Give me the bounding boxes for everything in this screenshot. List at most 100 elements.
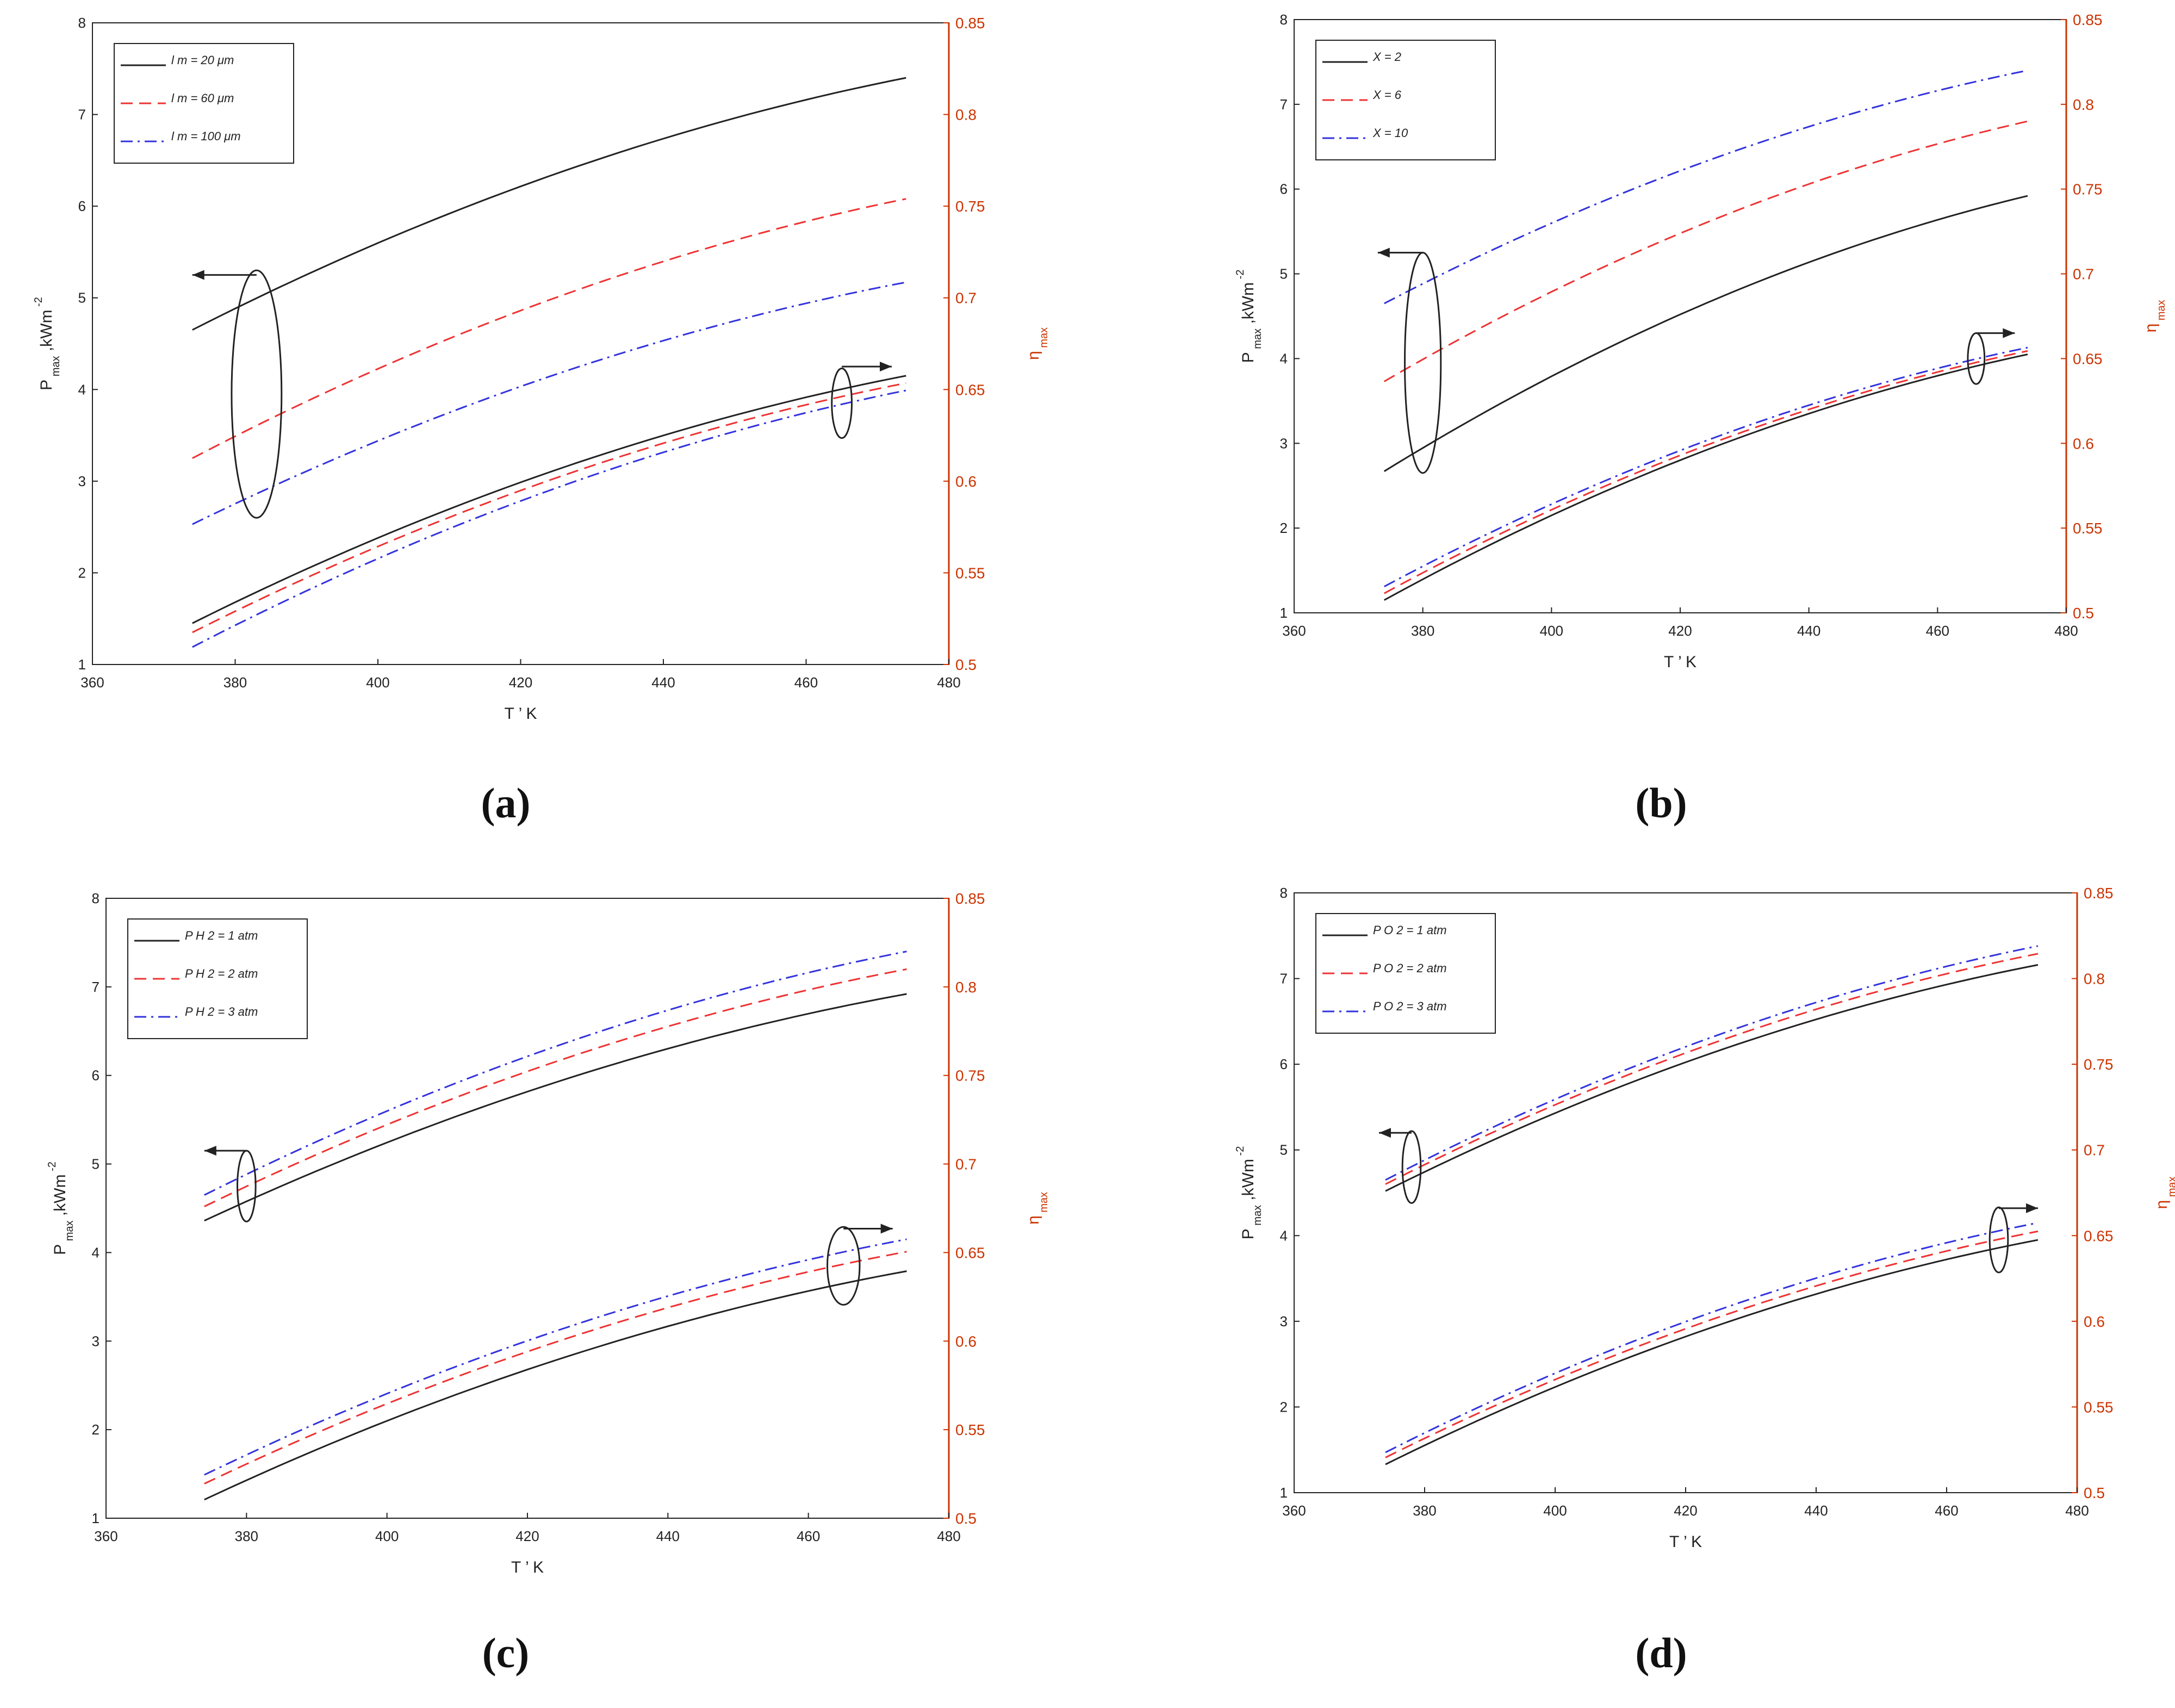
panel-caption: (b)	[1635, 779, 1687, 827]
series-line-left-solid	[1383, 195, 2028, 472]
y-right-tick-label: 0.75	[955, 198, 985, 215]
y-right-tick-label: 0.7	[955, 1156, 977, 1173]
arrow-head-icon	[880, 1223, 893, 1234]
y-right-tick-label: 0.85	[2084, 885, 2114, 902]
y-left-tick-label: 5	[1280, 1142, 1288, 1158]
legend-entry: X = 6	[1372, 88, 1402, 102]
y-left-tick-label: 6	[78, 198, 86, 214]
y-right-tick-label: 0.55	[955, 564, 985, 581]
series-line-right-solid	[192, 375, 906, 624]
y-left-tick-label: 4	[78, 381, 86, 398]
y-left-tick-label: 4	[92, 1244, 100, 1260]
x-tick-label: 420	[1668, 623, 1692, 639]
legend-entry: P H 2 = 2 atm	[185, 967, 258, 980]
x-tick-label: 380	[1411, 623, 1434, 639]
y-right-axis-label: η max	[1024, 327, 1050, 360]
x-tick-label: 360	[1282, 623, 1306, 639]
y-right-tick-label: 0.5	[955, 1510, 977, 1527]
legend-entry: P H 2 = 1 atm	[185, 929, 258, 942]
series-line-left-dashdot	[1384, 70, 2028, 305]
arrow-head-icon	[1379, 1128, 1391, 1138]
y-left-tick-label: 3	[92, 1333, 100, 1349]
y-left-tick-label: 5	[92, 1156, 100, 1172]
legend-entry: X = 10	[1372, 126, 1408, 140]
y-right-tick-label: 0.55	[2084, 1399, 2114, 1415]
x-axis-label: T ’ K	[511, 1558, 544, 1576]
x-axis-label: T ’ K	[1664, 653, 1696, 671]
x-tick-label: 380	[235, 1528, 258, 1544]
y-left-tick-label: 4	[1280, 350, 1288, 367]
x-tick-label: 360	[94, 1528, 117, 1544]
y-right-axis-label: η max	[2153, 1176, 2175, 1209]
y-right-tick-label: 0.65	[955, 381, 985, 398]
series-line-right-dashdot	[204, 1238, 907, 1476]
y-right-tick-label: 0.85	[2073, 11, 2103, 28]
y-left-tick-label: 7	[1280, 971, 1288, 987]
y-left-tick-label: 8	[1280, 885, 1288, 901]
y-right-tick-label: 0.65	[2084, 1227, 2114, 1244]
y-right-tick-label: 0.5	[2073, 605, 2094, 622]
y-left-tick-label: 6	[1280, 181, 1288, 197]
y-left-tick-label: 2	[78, 564, 86, 581]
y-left-tick-label: 6	[1280, 1056, 1288, 1072]
y-right-tick-label: 0.5	[2084, 1485, 2105, 1501]
series-line-right-dashed	[1383, 350, 2028, 594]
y-right-tick-label: 0.85	[955, 15, 985, 32]
x-tick-label: 440	[656, 1528, 680, 1544]
y-right-tick-label: 0.75	[955, 1067, 985, 1084]
y-left-tick-label: 8	[78, 15, 86, 31]
x-tick-label: 440	[651, 674, 675, 691]
arrow-head-icon	[192, 270, 204, 280]
legend-entry: l m = 20 μm	[171, 53, 234, 67]
y-right-tick-label: 0.85	[955, 890, 985, 907]
y-right-tick-label: 0.6	[2073, 435, 2094, 452]
series-line-left-dashed	[192, 198, 906, 459]
legend-entry: l m = 60 μm	[171, 91, 234, 105]
x-tick-label: 460	[797, 1528, 820, 1544]
y-right-tick-label: 0.8	[2073, 96, 2094, 113]
y-left-tick-label: 5	[78, 290, 86, 306]
annotation-ellipse	[231, 269, 283, 519]
x-tick-label: 480	[937, 1528, 960, 1544]
y-right-tick-label: 0.65	[955, 1244, 985, 1261]
y-right-tick-label: 0.7	[955, 290, 977, 307]
y-left-tick-label: 5	[1280, 266, 1288, 282]
series-line-left-dashdot	[192, 281, 906, 525]
y-right-tick-label: 0.55	[2073, 520, 2103, 537]
series-line-left-dashed	[204, 968, 907, 1208]
y-left-tick-label: 7	[92, 979, 100, 995]
x-tick-label: 400	[366, 674, 389, 691]
arrow-head-icon	[2026, 1203, 2038, 1213]
arrow-head-icon	[1377, 247, 1390, 258]
annotation-ellipse	[826, 1226, 861, 1306]
y-right-tick-label: 0.8	[955, 979, 977, 996]
x-tick-label: 400	[1543, 1502, 1567, 1519]
y-left-tick-label: 1	[92, 1510, 100, 1526]
y-right-axis-label: η max	[1024, 1192, 1050, 1225]
x-tick-label: 460	[1935, 1502, 1958, 1519]
y-left-tick-label: 3	[1280, 1313, 1288, 1330]
y-right-tick-label: 0.55	[955, 1421, 985, 1438]
y-right-tick-label: 0.6	[955, 1333, 977, 1350]
y-left-tick-label: 4	[1280, 1227, 1288, 1244]
arrow-head-icon	[880, 362, 892, 372]
y-left-tick-label: 1	[1280, 605, 1288, 621]
legend-entry: P O 2 = 2 atm	[1373, 961, 1447, 975]
x-tick-label: 380	[223, 674, 247, 691]
y-left-tick-label: 8	[1280, 11, 1288, 28]
y-left-tick-label: 2	[92, 1421, 100, 1438]
legend-entry: X = 2	[1372, 50, 1401, 64]
legend-entry: P O 2 = 1 atm	[1373, 923, 1447, 937]
annotation-ellipse	[1988, 1206, 2009, 1274]
series-line-right-dashdot	[192, 389, 906, 648]
series-line-right-dashdot	[1383, 346, 2028, 588]
y-left-tick-label: 3	[1280, 435, 1288, 451]
y-right-tick-label: 0.65	[2073, 350, 2103, 367]
chart-panel-b: 360 380 400 420 440 460 480 1 2 3 4 5 6 7 8 0.5 0.55 0.6 0…	[1234, 11, 2167, 827]
y-left-tick-label: 3	[78, 473, 86, 489]
series-line-right-dashed	[204, 1251, 907, 1485]
annotation-ellipse	[831, 368, 853, 439]
arrow-head-icon	[204, 1146, 216, 1156]
arrow-head-icon	[2003, 328, 2015, 338]
